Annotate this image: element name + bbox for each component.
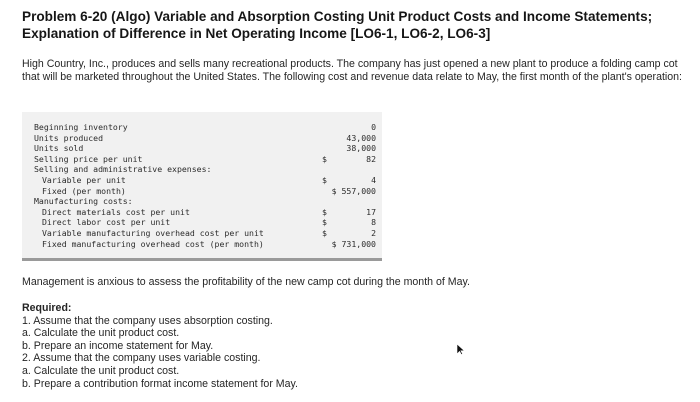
cost-revenue-table: Beginning inventory 0 Units produced 43,000…	[22, 112, 382, 261]
problem-title: Problem 6-20 (Algo) Variable and Absorpt…	[22, 9, 653, 41]
row-label: Units produced	[34, 132, 104, 143]
problem-intro: High Country, Inc., produces and sells m…	[22, 58, 683, 83]
row-label: Fixed (per month)	[42, 185, 126, 196]
row-label: Direct labor cost per unit	[42, 217, 171, 228]
table-row: Variable per unit $4	[22, 175, 382, 186]
row-label: Manufacturing costs:	[34, 196, 133, 207]
table-row: Fixed (per month) $ 557,000	[22, 186, 382, 197]
row-value: 38,000	[346, 143, 376, 154]
table-row: Manufacturing costs:	[22, 196, 382, 207]
required-item: 1. Assume that the company uses absorpti…	[22, 314, 273, 327]
row-value: $ 731,000	[331, 238, 376, 249]
row-value: 43,000	[346, 132, 376, 143]
row-label: Units sold	[34, 143, 84, 154]
required-item: b. Prepare an income statement for May.	[22, 339, 214, 352]
row-value: 2	[371, 228, 376, 238]
row-label: Selling and administrative expenses:	[34, 164, 212, 175]
row-currency: $	[322, 217, 327, 228]
row-value: 4	[371, 175, 376, 185]
row-value: $ 557,000	[331, 185, 376, 196]
table-row: Beginning inventory 0	[22, 122, 382, 133]
row-currency: $	[322, 206, 327, 217]
row-label: Variable per unit	[42, 175, 126, 185]
row-currency: $	[322, 153, 327, 164]
table-row: Units sold 38,000	[22, 143, 382, 154]
table-row: Direct labor cost per unit $8	[22, 217, 382, 228]
row-label: Variable manufacturing overhead cost per…	[42, 228, 264, 238]
row-label: Beginning inventory	[34, 122, 128, 132]
required-item: b. Prepare a contribution format income …	[22, 377, 298, 390]
row-currency: $	[322, 175, 327, 185]
required-item: 2. Assume that the company uses variable…	[22, 352, 261, 365]
row-label: Selling price per unit	[34, 153, 143, 164]
row-value: 0	[371, 122, 376, 132]
management-statement: Management is anxious to assess the prof…	[22, 276, 470, 288]
table-row: Fixed manufacturing overhead cost (per m…	[22, 239, 382, 250]
required-item: a. Calculate the unit product cost.	[22, 364, 180, 377]
table-row: Selling and administrative expenses:	[22, 164, 382, 175]
table-row: Direct materials cost per unit $17	[22, 207, 382, 218]
required-section: Required: 1. Assume that the company use…	[22, 302, 442, 390]
table-row: Units produced 43,000	[22, 133, 382, 144]
row-label: Direct materials cost per unit	[42, 206, 190, 217]
table-row: Variable manufacturing overhead cost per…	[22, 228, 382, 239]
required-heading: Required:	[22, 302, 72, 314]
row-currency: $	[322, 228, 327, 238]
row-value: 8	[371, 217, 376, 228]
row-label: Fixed manufacturing overhead cost (per m…	[42, 238, 264, 249]
required-item: a. Calculate the unit product cost.	[22, 327, 180, 340]
mouse-pointer-icon	[456, 343, 466, 355]
table-row: Selling price per unit $82	[22, 154, 382, 165]
row-value: 82	[366, 153, 376, 164]
row-value: 17	[366, 206, 376, 217]
